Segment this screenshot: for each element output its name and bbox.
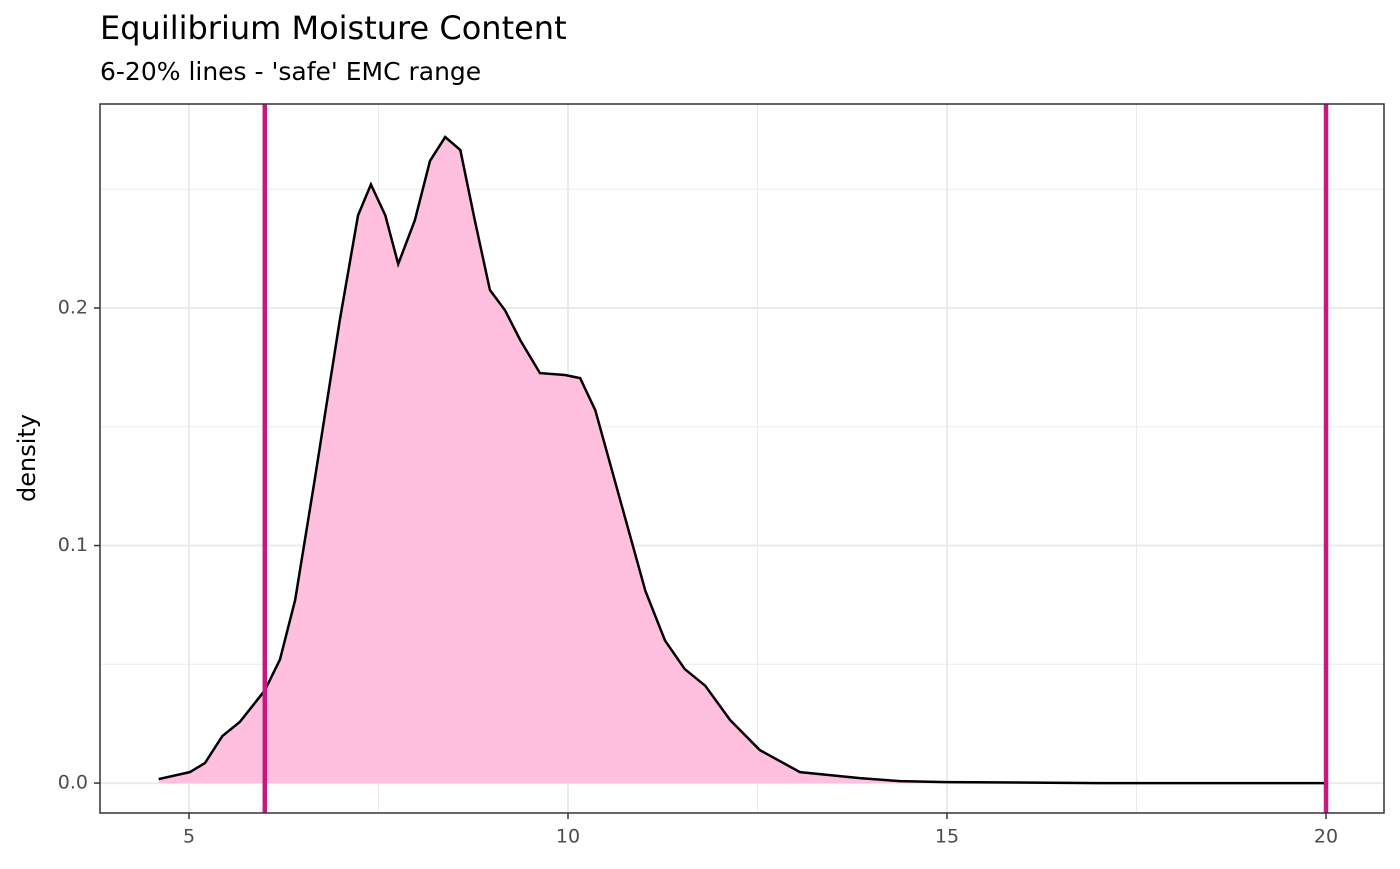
y-axis-label: density [13, 414, 41, 502]
y-tick-label: 0.0 [58, 772, 88, 794]
density-line [158, 135, 1327, 785]
panel-border [99, 103, 1385, 814]
chart-subtitle: 6-20% lines - 'safe' EMC range [100, 57, 481, 86]
x-tick-label: 5 [183, 826, 195, 848]
x-tick-label: 20 [1314, 826, 1338, 848]
x-tick-label: 15 [935, 826, 959, 848]
x-tick-label: 10 [556, 826, 580, 848]
density-area [158, 137, 1327, 784]
y-tick-label: 0.1 [58, 534, 88, 556]
chart-title: Equilibrium Moisture Content [100, 9, 567, 47]
y-tick-label: 0.2 [58, 297, 88, 319]
